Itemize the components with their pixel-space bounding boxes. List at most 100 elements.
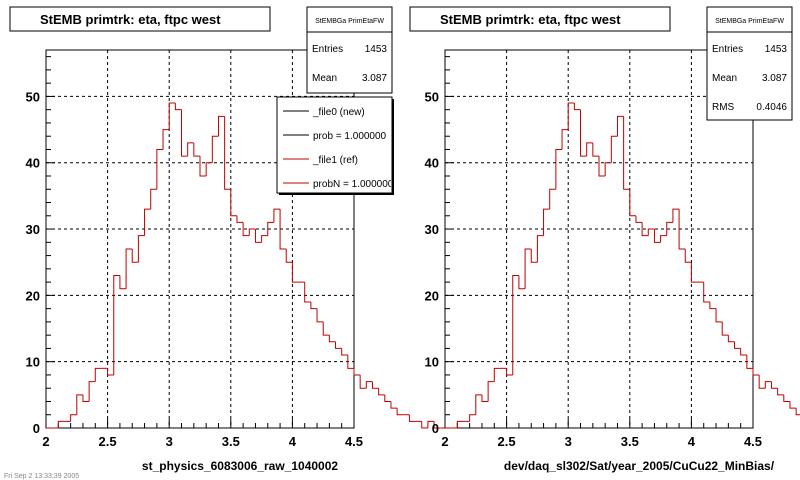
x-tick-label: 3.5 xyxy=(222,434,240,449)
histogram-bin xyxy=(530,248,538,263)
x-axis-label: st_physics_6083006_raw_1040002 xyxy=(142,459,338,473)
histogram-bin xyxy=(248,228,256,236)
histogram-bin xyxy=(76,394,83,415)
histogram-bin xyxy=(267,221,274,236)
histogram-bin xyxy=(684,248,692,263)
x-tick-label: 2 xyxy=(42,434,49,449)
histogram-bin xyxy=(493,367,501,382)
histogram-bin xyxy=(752,368,760,376)
histogram-bin xyxy=(549,188,556,210)
histogram-bin xyxy=(592,142,599,157)
histogram-bin xyxy=(567,102,575,130)
histogram-bin xyxy=(647,228,655,236)
histogram-bin xyxy=(421,421,428,429)
histogram-bin xyxy=(456,420,464,428)
histogram-bin xyxy=(690,262,698,283)
histogram-bin xyxy=(156,148,164,190)
histogram-bin xyxy=(137,235,145,263)
stats-value: 3.087 xyxy=(362,73,387,84)
stats-label: Mean xyxy=(712,73,737,84)
histogram-bin xyxy=(604,162,612,176)
histogram-bin xyxy=(205,162,213,176)
legend-label: prob = 1.000000 xyxy=(313,131,387,142)
histogram-bin xyxy=(217,115,225,137)
histogram-bin xyxy=(236,215,244,223)
histogram-bin xyxy=(427,420,435,428)
stats-value: 0.4046 xyxy=(756,102,787,113)
histogram-bin xyxy=(777,388,784,396)
stats-value: 1453 xyxy=(365,44,388,55)
x-tick-label: 4 xyxy=(688,434,696,449)
y-tick-label: 40 xyxy=(425,156,439,171)
chart-panel-1: 2 2.5 3 3.5 4 4.501020304050st_physics_608300… xyxy=(9,6,447,473)
y-tick-label: 0 xyxy=(432,421,439,436)
histogram-bin xyxy=(629,189,636,217)
y-tick-label: 30 xyxy=(425,222,439,237)
histogram-bin xyxy=(469,414,476,422)
histogram-bin xyxy=(536,235,544,263)
histogram-bin xyxy=(211,135,219,163)
stats-value: 3.087 xyxy=(762,73,787,84)
x-tick-label: 3.5 xyxy=(621,434,639,449)
title-box xyxy=(9,6,271,32)
histogram-series xyxy=(46,102,447,429)
x-tick-label: 4 xyxy=(289,434,297,449)
histogram-bin xyxy=(144,208,151,236)
histogram-bin xyxy=(555,148,563,190)
histogram-bin xyxy=(162,129,170,150)
x-tick-label: 4.5 xyxy=(345,434,363,449)
stats-box xyxy=(306,6,393,94)
stats-label: RMS xyxy=(712,102,735,113)
x-tick-label: 4.5 xyxy=(744,434,762,449)
title-box xyxy=(409,6,671,32)
histogram-bin xyxy=(764,381,772,389)
histogram-bin xyxy=(359,374,367,389)
x-tick-label: 3 xyxy=(565,434,572,449)
histogram-bin xyxy=(641,222,649,237)
histogram-bin xyxy=(734,341,741,349)
histogram-bin xyxy=(70,414,77,422)
histogram-bin xyxy=(561,129,569,150)
histogram-bin xyxy=(82,394,90,402)
histogram-bin xyxy=(390,401,398,409)
histogram-bin xyxy=(727,335,735,343)
y-tick-label: 10 xyxy=(425,355,439,370)
histogram-bin xyxy=(378,388,385,396)
histogram-bin xyxy=(261,235,268,243)
y-tick-label: 50 xyxy=(425,89,439,104)
histogram-bin xyxy=(795,408,800,416)
stats-label: Entries xyxy=(712,44,743,55)
histogram-bin xyxy=(365,381,373,389)
y-tick-label: 10 xyxy=(26,355,40,370)
chart-title: StEMB primtrk: eta, ftpc west xyxy=(440,12,621,27)
histogram-bin xyxy=(230,189,237,217)
chart-panel-2: 2 2.5 3 3.5 4 4.5 0 10 20 30 40 50 dev/daq_sl302/Sat… xyxy=(409,6,800,473)
legend-box xyxy=(276,96,393,194)
y-tick-label: 50 xyxy=(26,89,40,104)
histogram-bin xyxy=(57,420,65,428)
histogram-bin xyxy=(347,355,354,369)
histogram-bin xyxy=(125,248,133,289)
histogram-bin xyxy=(666,221,673,236)
histogram-bin xyxy=(623,116,630,190)
histogram-bin xyxy=(758,374,766,389)
histogram-bin xyxy=(512,274,519,375)
histogram-bin xyxy=(193,142,200,157)
histogram-bin xyxy=(721,321,729,336)
histogram-bin xyxy=(304,282,311,303)
histogram-series xyxy=(445,102,800,429)
legend-label: _file1 (ref) xyxy=(312,155,358,166)
histogram-bin xyxy=(598,156,606,177)
histogram-bin xyxy=(481,394,489,402)
stats-box-name: StEMBGa PrimEtaFW xyxy=(315,18,384,25)
histogram-bin xyxy=(616,115,624,137)
histogram-bin xyxy=(672,208,680,223)
x-tick-label: 2.5 xyxy=(99,434,117,449)
histogram-bin xyxy=(88,381,96,402)
histogram-bin xyxy=(187,142,194,157)
x-tick-label: 2.5 xyxy=(498,434,516,449)
histogram-bin xyxy=(131,248,139,263)
histogram-bin xyxy=(475,394,482,415)
y-tick-label: 30 xyxy=(26,222,40,237)
